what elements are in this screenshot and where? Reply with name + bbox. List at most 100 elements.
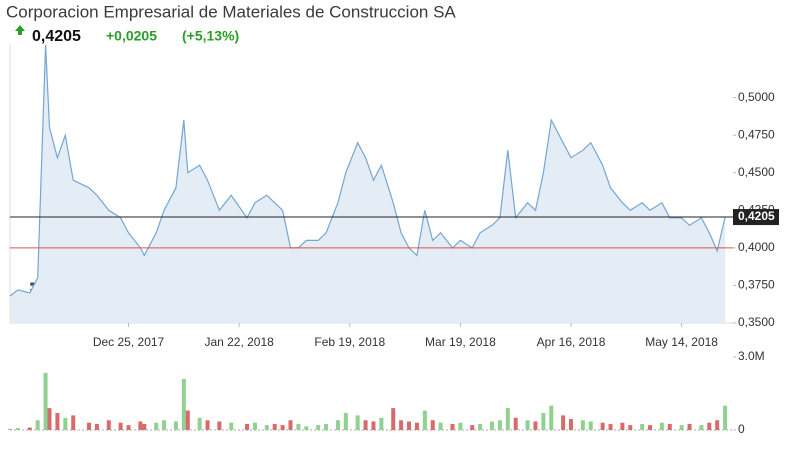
volume-bar: [94, 423, 99, 430]
volume-bar: [197, 417, 202, 430]
last-price: 0,4205: [32, 28, 81, 45]
volume-bar: [470, 425, 475, 430]
volume-bar: [47, 408, 52, 430]
volume-bar: [355, 415, 360, 430]
volume-bar: [324, 423, 329, 430]
volume-bar: [620, 422, 625, 430]
x-tick-label: Apr 16, 2018: [537, 335, 606, 349]
volume-bar: [138, 421, 143, 430]
volume-bar: [296, 423, 301, 430]
volume-bar: [316, 425, 321, 430]
volume-bar: [569, 419, 574, 430]
x-tick-label: Dec 25, 2017: [93, 335, 165, 349]
volume-bar: [679, 425, 684, 430]
volume-bar: [707, 422, 712, 430]
volume-bar: [450, 423, 455, 430]
y-tick-label: 0,3750: [738, 278, 775, 292]
volume-bar: [414, 422, 419, 430]
volume-bar: [478, 423, 483, 430]
volume-bar: [63, 417, 68, 430]
volume-bar: [541, 412, 546, 430]
volume-bar: [430, 420, 435, 430]
y2-tick-label: 0: [738, 422, 745, 436]
volume-bar: [185, 410, 190, 430]
volume-bar: [458, 422, 463, 430]
x-tick-label: May 14, 2018: [645, 335, 718, 349]
volume-bar: [659, 422, 664, 430]
volume-bar: [252, 422, 257, 430]
volume-bar: [272, 423, 277, 430]
volume-bar: [8, 428, 12, 430]
volume-bar: [667, 423, 672, 430]
volume-bar: [399, 420, 404, 430]
volume-bar: [505, 408, 510, 430]
volume-bar: [549, 405, 554, 430]
volume-bar: [343, 412, 348, 430]
volume-bar: [55, 412, 60, 430]
volume-bar: [217, 421, 222, 430]
volume-bar: [181, 378, 186, 430]
volume-bar: [363, 420, 368, 430]
volume-bar: [525, 420, 530, 430]
volume-bar: [87, 422, 92, 430]
y-tick-label: 0,3500: [738, 315, 775, 329]
volume-bar: [648, 425, 653, 430]
chart-title: Corporacion Empresarial de Materiales de…: [6, 2, 456, 21]
volume-bar: [497, 420, 502, 430]
volume-bar: [715, 420, 720, 430]
volume-bar: [118, 422, 123, 430]
volume-bar: [71, 415, 76, 430]
volume-bar: [280, 425, 285, 430]
volume-bar: [27, 427, 32, 430]
volume-bar: [608, 423, 613, 430]
price-change-percent: (+5,13%): [182, 28, 239, 44]
volume-bar: [335, 420, 340, 430]
volume-bar: [600, 422, 605, 430]
volume-bar: [588, 421, 593, 430]
volume-bar: [126, 425, 131, 430]
volume-bar: [43, 372, 48, 430]
y-tick-label: 0,4750: [738, 127, 775, 141]
y-tick-label: 0,4000: [738, 240, 775, 254]
volume-bar: [304, 426, 309, 430]
volume-bar: [513, 417, 518, 430]
volume-bar: [407, 421, 412, 430]
volume-bar: [245, 423, 250, 430]
volume-bar: [723, 405, 728, 430]
volume-bar: [379, 417, 384, 430]
volume-bar: [422, 410, 427, 430]
volume-bar: [173, 421, 178, 430]
volume-bar: [288, 420, 293, 430]
x-tick-label: Jan 22, 2018: [204, 335, 274, 349]
volume-bar: [490, 421, 494, 430]
volume-bar: [699, 425, 704, 430]
last-price-box: [733, 209, 779, 226]
volume-bar: [15, 428, 20, 430]
price-area: [10, 45, 726, 323]
volume-bar: [580, 420, 585, 430]
volume-bar: [438, 422, 443, 430]
volume-bar: [628, 425, 633, 430]
volume-bar: [162, 420, 167, 430]
volume-bar: [391, 408, 396, 430]
price-change: +0,0205: [106, 28, 157, 44]
volume-bar: [106, 420, 111, 430]
volume-bar: [371, 421, 376, 430]
volume-bar: [142, 423, 147, 430]
y-tick-label: 0,5000: [738, 90, 775, 104]
volume-bar: [205, 420, 210, 430]
volume-bar: [533, 421, 538, 430]
price-line: [9, 44, 726, 297]
up-arrow: [15, 25, 25, 35]
volume-bar: [229, 422, 234, 430]
y2-tick-label: 3.0M: [738, 349, 765, 363]
x-tick-label: Mar 19, 2018: [425, 335, 496, 349]
volume-bar: [561, 415, 566, 430]
volume-bar: [154, 422, 159, 430]
volume-bar: [264, 425, 269, 430]
volume-bar: [687, 423, 692, 430]
y-tick-label: 0,4500: [738, 165, 775, 179]
last-price-label: 0,4205: [738, 209, 775, 223]
